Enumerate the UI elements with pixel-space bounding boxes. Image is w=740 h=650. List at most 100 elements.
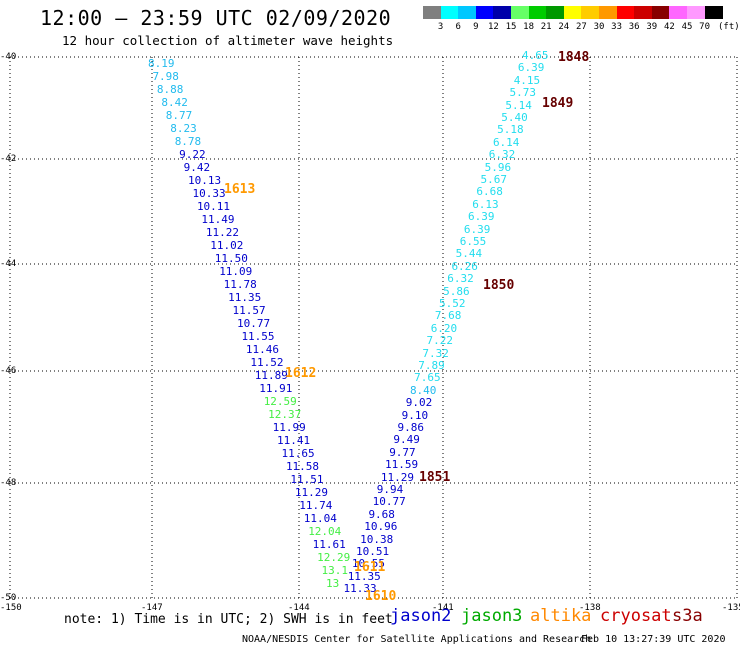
wave-height-value: 6.39: [468, 210, 495, 224]
legend-jason3: jason3: [461, 606, 523, 626]
wave-height-value: 10.77: [237, 317, 271, 330]
colorbar-swatch: [599, 6, 618, 19]
colorbar-label: 42: [663, 22, 675, 32]
wave-height-value: 7.22: [426, 334, 454, 348]
wave-height-value: 12.59: [263, 395, 297, 408]
lon-label-150: -150: [0, 603, 22, 613]
lon-label-144: -144: [288, 603, 310, 613]
colorbar-swatch: [704, 6, 723, 19]
colorbar-label: 21: [540, 22, 552, 32]
wave-height-value: 8.42: [161, 96, 188, 109]
lat-label-50: -50: [0, 593, 17, 603]
wave-height-value: 12.04: [308, 525, 342, 538]
wave-height-value: 9.94: [376, 483, 404, 496]
wave-height-value: 11.57: [232, 304, 266, 317]
wave-height-value: 13.1: [321, 564, 349, 577]
colorbar-swatch: [616, 6, 635, 19]
wave-height-value: 5.52: [439, 297, 466, 310]
colorbar-swatch: [546, 6, 565, 19]
wave-height-value: 10.77: [372, 495, 406, 509]
wave-height-value: 11.99: [272, 421, 306, 434]
orbit-label-1613: 1613: [224, 182, 256, 197]
wave-height-value: 12.37: [268, 408, 302, 421]
wave-height-value: 12.29: [317, 551, 351, 564]
colorbar-label: 24: [558, 22, 570, 32]
wave-height-value: 11.78: [223, 278, 257, 291]
colorbar-label: 36: [628, 22, 640, 32]
wave-height-value: 5.40: [501, 111, 528, 124]
wave-height-value: 11.49: [201, 213, 235, 226]
wave-height-value: 11.50: [214, 252, 248, 265]
lon-label-138: -138: [579, 603, 601, 613]
lon-label-141: -141: [432, 603, 454, 613]
wave-height-value: 6.55: [459, 235, 487, 248]
wave-height-value: 9.10: [401, 408, 429, 422]
wave-height-value: 6.13: [472, 197, 499, 211]
colorbar-label: 18: [523, 22, 535, 32]
colorbar-swatch: [440, 6, 459, 19]
colorbar-swatch: [651, 6, 670, 19]
wave-height-value: 8.23: [170, 122, 197, 135]
wave-height-value: 11.58: [285, 460, 320, 473]
wave-height-value: 5.96: [484, 160, 512, 174]
wave-height-value: 8.78: [174, 135, 202, 148]
wave-height-value: 11.09: [219, 265, 253, 278]
wave-height-value: 6.39: [517, 61, 545, 75]
wave-height-value: 11.35: [347, 569, 381, 583]
wave-height-value: 11.65: [281, 447, 315, 460]
wave-height-value: 5.14: [505, 98, 532, 112]
wave-height-value: 11.59: [385, 458, 419, 472]
colorbar-label: 70: [699, 22, 711, 32]
wave-height-value: 10.96: [364, 520, 398, 534]
colorbar-swatch: [423, 6, 442, 19]
colorbar-swatch: [458, 6, 477, 19]
lat-label-48: -48: [0, 478, 17, 488]
wave-height-value: 11.41: [277, 434, 311, 447]
wave-height-value: 9.68: [368, 507, 395, 521]
wave-height-value: 6.20: [430, 321, 458, 335]
wave-height-value: 6.39: [463, 222, 491, 236]
wave-height-value: 10.11: [196, 200, 231, 213]
colorbar-label: 12: [487, 22, 499, 32]
colorbar-swatch: [528, 6, 547, 19]
colorbar-swatch: [563, 6, 582, 19]
orbit-label-1851: 1851: [419, 470, 451, 485]
wave-height-value: 9.86: [397, 421, 425, 434]
colorbar-label: 27: [575, 22, 587, 32]
wave-height-value: 10.33: [192, 187, 226, 200]
wave-height-value: 6.14: [492, 135, 520, 149]
wave-height-value: 7.98: [152, 70, 179, 83]
wave-height-value: 5.67: [480, 173, 508, 186]
wave-height-value: 11.61: [312, 538, 346, 551]
map-title: 12:00 – 23:59 UTC 02/09/2020: [40, 6, 392, 30]
wave-height-value: 4.15: [513, 73, 541, 87]
colorbar-swatch: [669, 6, 688, 19]
colorbar-label: 9: [473, 22, 479, 32]
colorbar-swatch: [493, 6, 512, 19]
orbit-label-1849: 1849: [542, 96, 574, 111]
footer-timestamp: Feb 10 13:27:39 UTC 2020: [581, 634, 726, 645]
wave-height-value: 11.51: [290, 473, 324, 486]
wave-height-value: 8.40: [409, 383, 437, 397]
wave-height-value: 6.68: [476, 185, 503, 199]
wave-height-value: 11.29: [380, 470, 415, 484]
legend-s3a: s3a: [672, 606, 703, 626]
wave-height-value: 5.44: [455, 247, 483, 261]
wave-height-value: 10.55: [351, 557, 385, 571]
wave-height-value: 11.52: [250, 356, 284, 369]
lat-label-40: -40: [0, 52, 17, 62]
legend-jason2: jason2: [390, 606, 452, 626]
colorbar-label: 15: [505, 22, 517, 32]
wave-height-value: 5.73: [509, 86, 537, 100]
wave-height-value: 7.32: [422, 346, 449, 360]
orbit-label-1610: 1610: [365, 589, 397, 604]
wave-height-value: 11.02: [210, 239, 244, 252]
colorbar-swatch: [475, 6, 494, 19]
colorbar-swatch: [581, 6, 600, 19]
wave-height-value: 9.42: [183, 161, 211, 174]
wave-height-value: 7.89: [418, 359, 445, 372]
lat-label-46: -46: [0, 366, 17, 376]
colorbar-label: 6: [455, 22, 461, 32]
wave-height-value: 4.65: [522, 49, 549, 62]
wave-height-value: 11.46: [245, 343, 280, 356]
